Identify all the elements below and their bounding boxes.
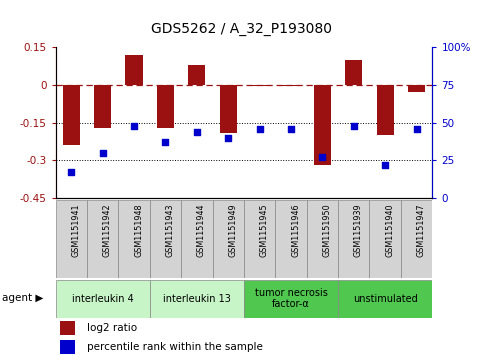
Bar: [338, 200, 369, 278]
Bar: [244, 200, 275, 278]
Text: GSM1151939: GSM1151939: [354, 204, 363, 257]
Text: GSM1151949: GSM1151949: [228, 204, 237, 257]
Text: GSM1151941: GSM1151941: [71, 204, 80, 257]
Text: GSM1151946: GSM1151946: [291, 204, 300, 257]
Bar: [220, 85, 237, 132]
Bar: [63, 85, 80, 145]
Text: GSM1151948: GSM1151948: [134, 204, 143, 257]
Bar: [87, 200, 118, 278]
Text: unstimulated: unstimulated: [353, 294, 418, 303]
Text: GSM1151940: GSM1151940: [385, 204, 394, 257]
Bar: [307, 200, 338, 278]
Bar: [126, 55, 142, 85]
Bar: [408, 85, 425, 92]
Point: [99, 150, 107, 155]
Bar: [181, 200, 213, 278]
Point: [412, 126, 420, 131]
Bar: [188, 65, 205, 85]
Point: [256, 126, 264, 131]
Bar: [338, 280, 432, 318]
Bar: [60, 340, 75, 354]
Text: interleukin 13: interleukin 13: [163, 294, 231, 303]
Text: GSM1151942: GSM1151942: [103, 204, 112, 257]
Point: [224, 135, 232, 140]
Point: [68, 169, 75, 175]
Point: [130, 123, 138, 129]
Bar: [157, 85, 174, 127]
Bar: [118, 200, 150, 278]
Bar: [56, 200, 87, 278]
Point: [382, 162, 389, 168]
Text: GDS5262 / A_32_P193080: GDS5262 / A_32_P193080: [151, 22, 332, 36]
Text: agent ▶: agent ▶: [2, 293, 44, 303]
Bar: [150, 200, 181, 278]
Bar: [369, 200, 401, 278]
Bar: [377, 85, 394, 135]
Bar: [213, 200, 244, 278]
Text: interleukin 4: interleukin 4: [72, 294, 133, 303]
Text: log2 ratio: log2 ratio: [87, 323, 137, 333]
Bar: [314, 85, 331, 165]
Bar: [401, 200, 432, 278]
Bar: [283, 85, 299, 86]
Bar: [60, 322, 75, 335]
Text: GSM1151943: GSM1151943: [165, 204, 174, 257]
Text: GSM1151944: GSM1151944: [197, 204, 206, 257]
Text: GSM1151950: GSM1151950: [323, 204, 331, 257]
Bar: [251, 85, 268, 86]
Bar: [56, 280, 150, 318]
Point: [161, 139, 170, 145]
Point: [193, 129, 201, 134]
Point: [350, 123, 357, 129]
Bar: [345, 60, 362, 85]
Text: GSM1151947: GSM1151947: [416, 204, 426, 257]
Point: [319, 154, 327, 160]
Bar: [150, 280, 244, 318]
Text: percentile rank within the sample: percentile rank within the sample: [87, 342, 263, 352]
Text: tumor necrosis
factor-α: tumor necrosis factor-α: [255, 288, 327, 309]
Point: [287, 126, 295, 131]
Bar: [275, 200, 307, 278]
Text: GSM1151945: GSM1151945: [260, 204, 269, 257]
Bar: [244, 280, 338, 318]
Bar: [94, 85, 111, 127]
